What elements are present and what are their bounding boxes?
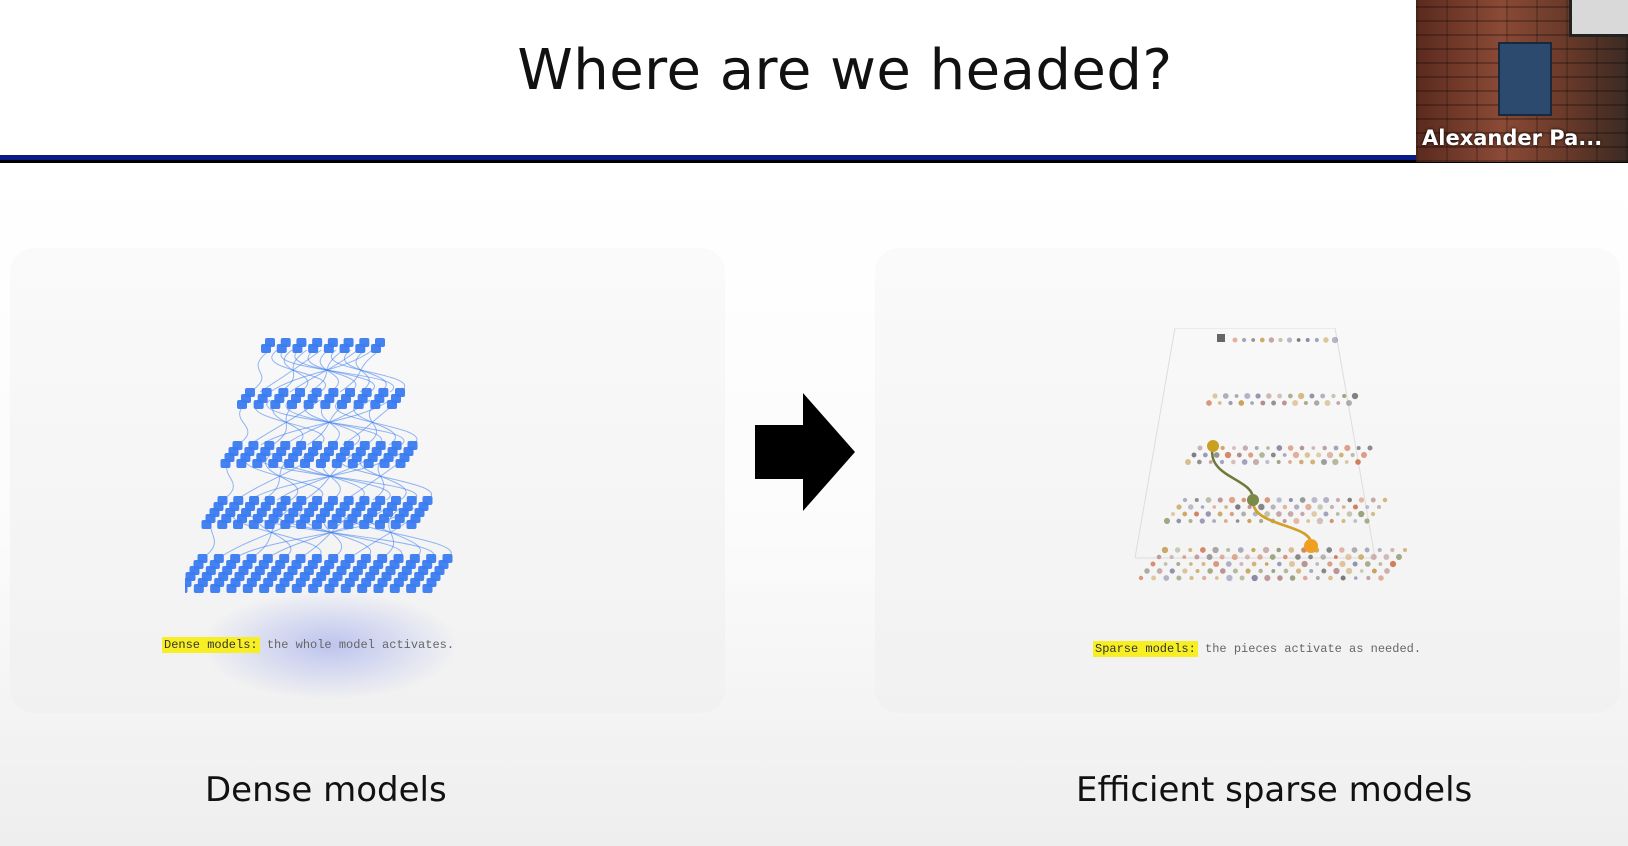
sparse-caption-text: the pieces activate as needed. <box>1197 642 1422 656</box>
participant-name: Alexander Pa... <box>1422 126 1603 150</box>
video-wall-screen <box>1569 0 1628 37</box>
sparse-panel <box>875 248 1620 713</box>
dense-caption: Dense models: the whole model activates. <box>162 637 455 653</box>
sparse-caption: Sparse models: the pieces activate as ne… <box>1093 641 1422 657</box>
dense-network-icon <box>185 338 453 593</box>
dense-panel <box>10 248 725 713</box>
slide-header: Where are we headed? <box>0 0 1628 155</box>
sparse-models-label: Efficient sparse models <box>1076 770 1473 810</box>
dense-caption-highlight: Dense models: <box>162 637 260 653</box>
slide-content <box>0 163 1628 846</box>
slide-title: Where are we headed? <box>517 38 1173 103</box>
right-arrow-icon <box>755 393 855 511</box>
header-rule <box>0 155 1628 163</box>
dense-models-label: Dense models <box>205 770 447 810</box>
sparse-network-icon <box>1134 328 1408 582</box>
sparse-caption-highlight: Sparse models: <box>1093 641 1198 657</box>
video-recycle-bin <box>1498 42 1552 116</box>
dense-caption-text: the whole model activates. <box>259 638 455 652</box>
speaker-video-tile[interactable]: Alexander Pa... <box>1416 0 1628 162</box>
